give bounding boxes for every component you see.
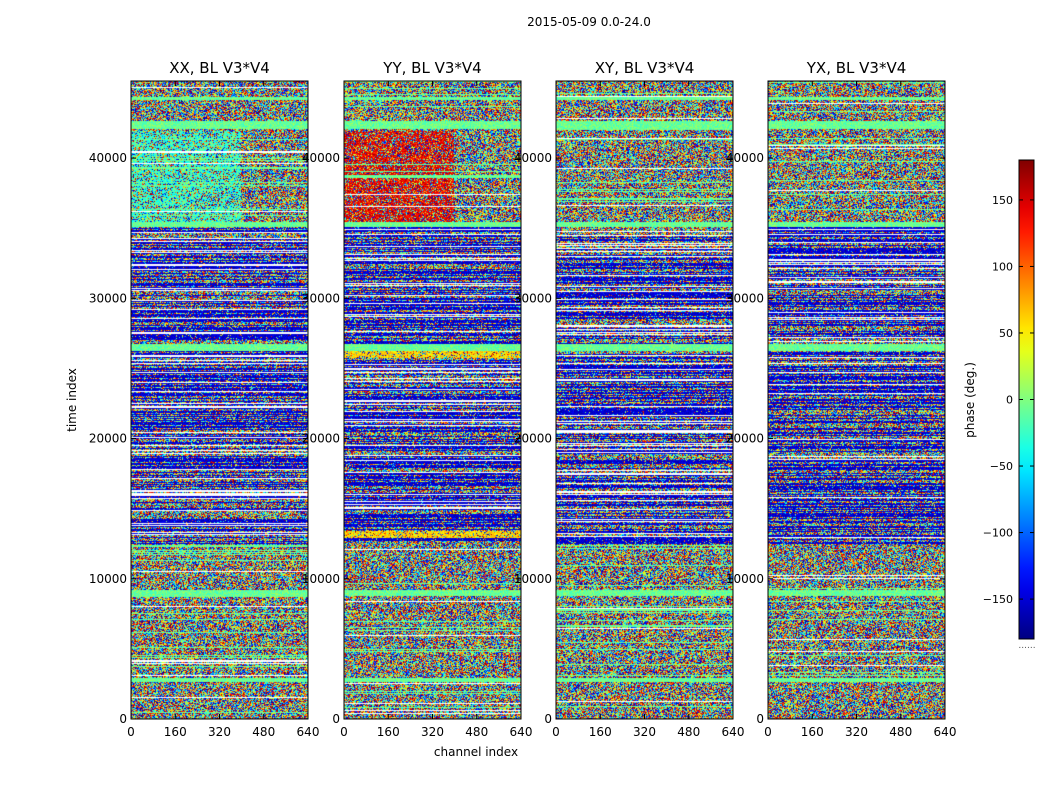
panel-title: YX, BL V3*V4 xyxy=(806,59,907,77)
panel-xy: XY, BL V3*V4 0 160 320 480 640 0 10000 20000 3000… xyxy=(514,59,745,739)
x-tick-label: 320 xyxy=(633,725,656,739)
y-tick-label: 20000 xyxy=(89,432,127,446)
x-tick-label: 320 xyxy=(421,725,444,739)
y-tick-label: 10000 xyxy=(89,572,127,586)
y-tick-label: 10000 xyxy=(302,572,340,586)
x-tick-label: 480 xyxy=(677,725,700,739)
x-tick-label: 480 xyxy=(465,725,488,739)
heatmap-image xyxy=(131,81,308,719)
panel-title: XX, BL V3*V4 xyxy=(169,59,270,77)
x-tick-label: 640 xyxy=(510,725,533,739)
colorbar-bottom-dots: ...... xyxy=(1018,641,1035,651)
panel-yy: YY, BL V3*V4 0 160 320 480 640 0 10000 20000 3000… xyxy=(302,59,533,739)
panels: XX, BL V3*V4 0 160 320 480 640 0 10000 20000 3000… xyxy=(89,59,957,739)
figure-suptitle: 2015-05-09 0.0-24.0 xyxy=(527,15,651,29)
x-tick-label: 160 xyxy=(377,725,400,739)
y-tick-label: 30000 xyxy=(514,291,552,305)
heatmap-image xyxy=(344,81,521,719)
panel-title: YY, BL V3*V4 xyxy=(382,59,481,77)
colorbar-label: phase (deg.) xyxy=(963,362,977,438)
x-tick-label: 480 xyxy=(252,725,275,739)
x-axis-label: channel index xyxy=(434,745,518,759)
x-tick-label: 480 xyxy=(889,725,912,739)
y-tick-label: 0 xyxy=(544,712,552,726)
x-tick-label: 160 xyxy=(801,725,824,739)
y-tick-label: 30000 xyxy=(302,291,340,305)
colorbar-tick-label: 50 xyxy=(999,327,1013,340)
y-axis-label: time index xyxy=(65,368,79,432)
panel-yx: YX, BL V3*V4 0 160 320 480 640 0 10000 20000 3000… xyxy=(726,59,957,739)
colorbar-tick-label: 0 xyxy=(1006,394,1013,407)
y-tick-label: 20000 xyxy=(514,432,552,446)
y-tick-label: 30000 xyxy=(89,291,127,305)
y-tick-label: 40000 xyxy=(89,151,127,165)
colorbar-tick-label: −100 xyxy=(983,527,1013,540)
x-tick-label: 640 xyxy=(297,725,320,739)
colorbar-tick-label: 100 xyxy=(992,260,1013,273)
heatmap-image xyxy=(556,81,733,719)
colorbar-tick-label: 150 xyxy=(992,194,1013,207)
y-tick-label: 30000 xyxy=(726,291,764,305)
y-tick-label: 10000 xyxy=(514,572,552,586)
y-tick-label: 0 xyxy=(332,712,340,726)
x-tick-label: 0 xyxy=(340,725,348,739)
x-tick-label: 320 xyxy=(208,725,231,739)
y-tick-label: 40000 xyxy=(726,151,764,165)
x-tick-label: 640 xyxy=(722,725,745,739)
y-tick-label: 10000 xyxy=(726,572,764,586)
y-tick-label: 40000 xyxy=(514,151,552,165)
x-tick-label: 0 xyxy=(764,725,772,739)
colorbar: 150 100 50 0 −50 −100 −150 xyxy=(983,159,1035,640)
y-tick-label: 20000 xyxy=(726,432,764,446)
x-tick-label: 0 xyxy=(552,725,560,739)
x-tick-label: 640 xyxy=(934,725,957,739)
x-tick-label: 0 xyxy=(127,725,135,739)
y-tick-label: 0 xyxy=(119,712,127,726)
y-tick-label: 20000 xyxy=(302,432,340,446)
colorbar-tick-label: −150 xyxy=(983,593,1013,606)
x-tick-label: 320 xyxy=(845,725,868,739)
x-tick-label: 160 xyxy=(589,725,612,739)
heatmap-image xyxy=(768,81,945,719)
y-tick-label: 0 xyxy=(756,712,764,726)
x-tick-label: 160 xyxy=(164,725,187,739)
panel-title: XY, BL V3*V4 xyxy=(595,59,695,77)
y-tick-label: 40000 xyxy=(302,151,340,165)
panel-xx: XX, BL V3*V4 0 160 320 480 640 0 10000 20000 3000… xyxy=(89,59,320,739)
colorbar-tick-label: −50 xyxy=(990,460,1013,473)
